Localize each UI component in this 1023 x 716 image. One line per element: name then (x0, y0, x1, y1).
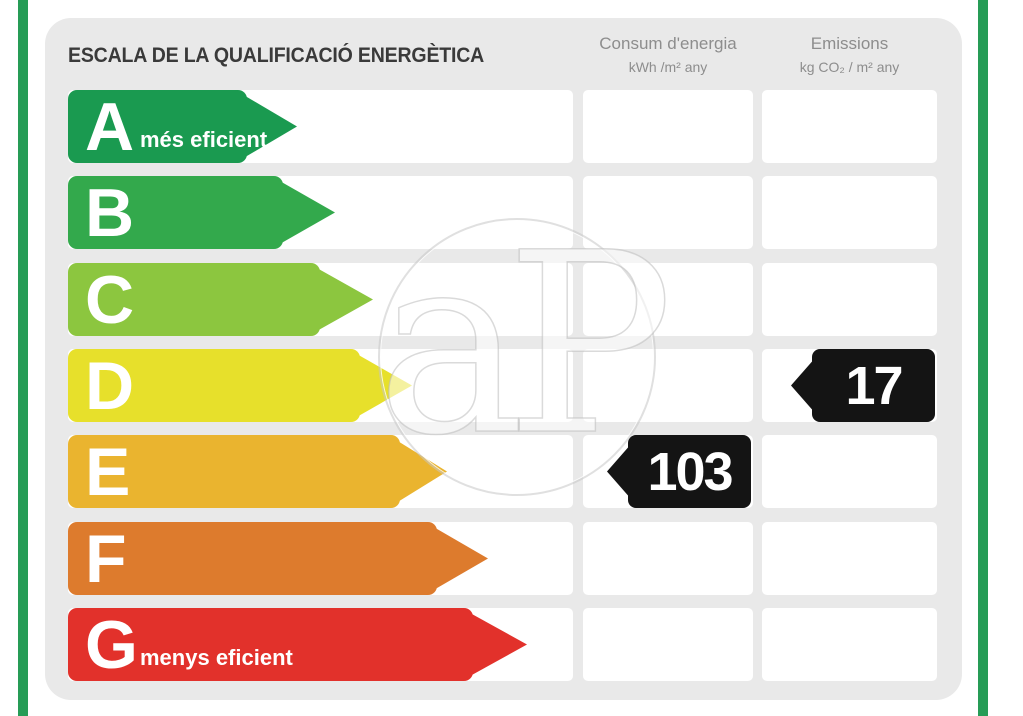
left-green-frame-bar (18, 0, 28, 716)
indicator-body: 17 (812, 349, 935, 422)
consumption-cell-f (583, 522, 753, 595)
efficiency-label-a: més eficient (140, 127, 268, 152)
watermark-logo-text: aP (376, 199, 675, 490)
rating-letter-c: C (85, 261, 135, 338)
rating-row-d: D 17 (45, 349, 962, 422)
rating-row-b: B (45, 176, 962, 249)
rating-letter-f: F (85, 520, 127, 597)
consumption-indicator: 103 (607, 435, 751, 508)
certificate-panel: ESCALA DE LA QUALIFICACIÓ ENERGÈTICA Con… (45, 18, 962, 700)
consumption-value: 103 (647, 441, 733, 502)
consumption-cell-b (583, 176, 753, 249)
column-header-consumption: Consum d'energia kWh /m² any (583, 34, 753, 75)
rating-arrow-body (68, 522, 437, 595)
rating-arrow-body (68, 435, 400, 508)
rating-letter-a: A (85, 88, 135, 165)
rating-letter-g: G (85, 606, 138, 683)
emissions-value: 17 (845, 355, 903, 416)
consumption-cell-g (583, 608, 753, 681)
indicator-body: 103 (628, 435, 751, 508)
rating-arrow-body (68, 263, 320, 336)
consumption-cell-c (583, 263, 753, 336)
chart-title: ESCALA DE LA QUALIFICACIÓ ENERGÈTICA (68, 44, 485, 67)
rating-arrow-b: B (68, 176, 335, 249)
rating-arrow-body (68, 90, 247, 163)
rating-arrow-body (68, 349, 360, 422)
rating-arrow-body (68, 608, 473, 681)
rating-arrow-body (68, 176, 283, 249)
emissions-cell-e (762, 435, 937, 508)
rating-letter-e: E (85, 433, 131, 510)
emissions-cell-g (762, 608, 937, 681)
rating-letter-d: D (85, 347, 135, 424)
emissions-header-label: Emissions (810, 34, 889, 53)
consumption-header-label: Consum d'energia (599, 34, 737, 53)
emissions-cell-c (762, 263, 937, 336)
rating-arrow-tip (461, 608, 527, 681)
consumption-cell-d (583, 349, 753, 422)
rating-arrow-tip (425, 522, 488, 595)
rating-row-c: C (45, 263, 962, 336)
rating-arrow-tip (348, 349, 412, 422)
consumption-cell-a (583, 90, 753, 163)
rating-arrow-f: F (68, 522, 488, 595)
rating-row-e: E 103 (45, 435, 962, 508)
rating-arrow-tip (271, 176, 335, 249)
rating-letter-b: B (85, 174, 135, 251)
rating-arrow-c: C (68, 263, 373, 336)
emissions-header-unit: kg CO₂ / m² any (799, 59, 900, 75)
rating-arrow-e: E (68, 435, 447, 508)
rating-row-f: F (45, 522, 962, 595)
emissions-cell-b (762, 176, 937, 249)
column-header-emissions: Emissions kg CO₂ / m² any (762, 34, 937, 75)
emissions-cell-f (762, 522, 937, 595)
rating-arrow-d: D (68, 349, 412, 422)
efficiency-label-g: menys eficient (140, 645, 293, 670)
rating-arrow-tip (388, 435, 447, 508)
consumption-header-unit: kWh /m² any (628, 59, 708, 75)
emissions-cell-a (762, 90, 937, 163)
emissions-indicator: 17 (791, 349, 935, 422)
rating-arrow-tip (308, 263, 373, 336)
right-green-frame-bar (978, 0, 988, 716)
